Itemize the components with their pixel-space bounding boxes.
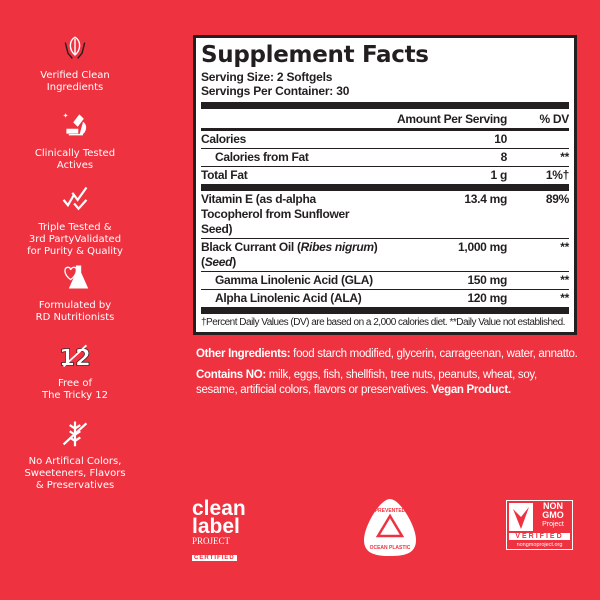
svg-text:OCEAN PLASTIC: OCEAN PLASTIC (370, 545, 411, 551)
svg-text:PREVENTED: PREVENTED (375, 508, 406, 514)
right-column: Supplement Facts Serving Size: 2 Softgel… (193, 35, 583, 398)
checkmarks-icon (62, 186, 88, 211)
feature-label: Sweeteners, Flavors (24, 468, 126, 479)
footnote: †Percent Daily Values (DV) are based on … (201, 317, 565, 328)
feature-label: 3rd PartyValidated (28, 234, 122, 245)
divider (201, 102, 569, 109)
crossed-12-icon: 12 (60, 344, 90, 370)
clean-label-project-logo: clean label PROJECT CERTIFIED (192, 497, 246, 561)
feature-label: RD Nutritionists (35, 312, 115, 323)
feature-label: Triple Tested & (38, 222, 112, 233)
butterfly-icon (509, 503, 533, 531)
contains-no: Contains NO: milk, eggs, fish, shellfish… (196, 369, 537, 396)
serving-size: Serving Size: 2 Softgels (201, 70, 333, 84)
feature-label: Clinically Tested (34, 148, 116, 159)
feature-label: Free of (57, 378, 93, 389)
heart-flask-icon (64, 265, 89, 289)
feature-label: Verified Clean (40, 70, 110, 81)
table-row: Gamma Linolenic Acid (GLA) 150 mg ** (201, 272, 569, 290)
non-gmo-project-logo: NON GMO Project VERIFIED nongmoproject.org (506, 500, 573, 550)
feature-6: No Artifical Colors, Sweeteners, Flavors &… (0, 418, 150, 492)
feature-5: 12 Free of The Tricky 12 (0, 340, 150, 402)
table-row: Vitamin E (as d-alpha Tocopherol from Su… (201, 191, 569, 239)
other-ingredients: Other Ingredients: food starch modified,… (196, 348, 578, 360)
feature-4: Formulated by RD Nutritionists (0, 262, 150, 324)
feature-label: for Purity & Quality (27, 246, 123, 257)
svg-text:✦: ✦ (63, 111, 69, 120)
feature-1: Verified Clean Ingredients (0, 32, 150, 94)
feature-label: No Artifical Colors, (28, 456, 122, 467)
hands-leaf-icon (64, 36, 86, 59)
feature-2: ✦ Clinically Tested Actives (0, 110, 150, 172)
table-row: Alpha Linolenic Acid (ALA) 120 mg ** (201, 290, 569, 314)
table-row: Calories from Fat 8 ** (201, 149, 569, 167)
feature-label: Actives (56, 160, 94, 171)
feature-label: Ingredients (46, 82, 104, 93)
feature-label: The Tricky 12 (41, 390, 109, 401)
panel-title: Supplement Facts (201, 42, 429, 68)
microscope-icon: ✦ (63, 111, 87, 136)
servings-per-container: Servings Per Container: 30 (201, 84, 350, 98)
crossed-wheat-icon (62, 421, 88, 447)
feature-label: Formulated by (38, 300, 112, 311)
supplement-facts-panel: Supplement Facts Serving Size: 2 Softgel… (193, 35, 577, 335)
header-row: Amount Per Serving% DV (201, 111, 569, 131)
table-row: Black Currant Oil (Ribes nigrum) (Seed) 1… (201, 239, 569, 272)
prevented-ocean-plastic-logo: PREVENTED OCEAN PLASTIC (364, 499, 416, 556)
feature-3: Triple Tested & 3rd PartyValidated for Pur… (0, 184, 150, 258)
feature-label: & Preservatives (35, 480, 115, 491)
table-row: Calories 10 (201, 131, 569, 149)
table-row: Total Fat 1 g 1%† (201, 167, 569, 191)
